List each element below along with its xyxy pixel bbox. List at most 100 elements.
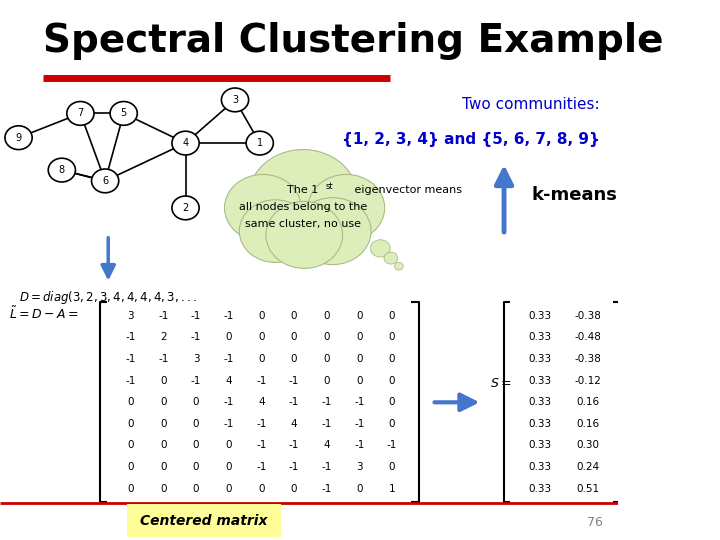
Text: -1: -1 <box>223 311 234 321</box>
Text: 0.16: 0.16 <box>577 397 600 407</box>
Text: 0.33: 0.33 <box>528 376 552 386</box>
Text: 3: 3 <box>193 354 199 364</box>
Text: -1: -1 <box>256 419 266 429</box>
Text: 0: 0 <box>323 376 330 386</box>
Text: 0: 0 <box>356 333 362 342</box>
Text: 0: 0 <box>127 419 134 429</box>
Text: 0: 0 <box>323 354 330 364</box>
Text: 0: 0 <box>160 441 166 450</box>
Circle shape <box>67 102 94 125</box>
Text: -1: -1 <box>354 419 364 429</box>
Circle shape <box>172 196 199 220</box>
Text: -1: -1 <box>321 419 332 429</box>
Text: 0: 0 <box>291 354 297 364</box>
Text: -1: -1 <box>289 441 299 450</box>
Circle shape <box>91 169 119 193</box>
Text: -1: -1 <box>125 333 136 342</box>
Text: 0.33: 0.33 <box>528 333 552 342</box>
Text: Spectral Clustering Example: Spectral Clustering Example <box>43 22 664 59</box>
Text: -1: -1 <box>158 311 168 321</box>
Text: 0: 0 <box>258 354 264 364</box>
Circle shape <box>239 200 311 262</box>
Circle shape <box>5 126 32 150</box>
Text: 3: 3 <box>356 462 363 472</box>
Text: 0.33: 0.33 <box>528 311 552 321</box>
Text: -1: -1 <box>321 397 332 407</box>
Text: all nodes belong to the: all nodes belong to the <box>239 202 367 212</box>
Circle shape <box>308 174 384 241</box>
FancyBboxPatch shape <box>127 504 282 537</box>
Text: 0.33: 0.33 <box>528 354 552 364</box>
Text: 0: 0 <box>389 376 395 386</box>
Text: 0: 0 <box>160 397 166 407</box>
Text: -1: -1 <box>223 354 234 364</box>
Text: -0.38: -0.38 <box>575 311 602 321</box>
Text: -1: -1 <box>125 376 136 386</box>
Circle shape <box>48 158 76 182</box>
Text: -1: -1 <box>158 354 168 364</box>
Text: 0: 0 <box>258 484 264 494</box>
Text: -1: -1 <box>191 333 201 342</box>
Text: 0: 0 <box>160 376 166 386</box>
Text: 5: 5 <box>120 109 127 118</box>
Text: same cluster, no use: same cluster, no use <box>245 219 361 229</box>
Text: 0: 0 <box>389 333 395 342</box>
Text: 0: 0 <box>291 484 297 494</box>
Text: -1: -1 <box>191 376 201 386</box>
Text: -1: -1 <box>256 441 266 450</box>
Text: 0.33: 0.33 <box>528 441 552 450</box>
Text: Centered matrix: Centered matrix <box>140 514 268 528</box>
Text: st: st <box>326 182 333 191</box>
Text: 0: 0 <box>323 333 330 342</box>
Text: 0: 0 <box>225 484 232 494</box>
Text: 0.24: 0.24 <box>577 462 600 472</box>
Text: 0: 0 <box>193 484 199 494</box>
Text: 0: 0 <box>323 311 330 321</box>
Text: -1: -1 <box>223 419 234 429</box>
Text: -1: -1 <box>354 441 364 450</box>
Circle shape <box>172 131 199 155</box>
Circle shape <box>266 201 343 268</box>
Text: 1: 1 <box>257 138 263 148</box>
Text: $D = diag(3, 2, 3, 4, 4, 4, 4, 3,...$: $D = diag(3, 2, 3, 4, 4, 4, 4, 3,...$ <box>19 289 197 306</box>
Text: 0: 0 <box>193 441 199 450</box>
Text: 0: 0 <box>225 462 232 472</box>
Text: 0: 0 <box>258 333 264 342</box>
Text: 0: 0 <box>356 376 362 386</box>
Text: -1: -1 <box>256 376 266 386</box>
Text: 0.33: 0.33 <box>528 397 552 407</box>
Text: Two communities:: Two communities: <box>462 97 600 112</box>
Text: -1: -1 <box>354 397 364 407</box>
Circle shape <box>222 88 248 112</box>
Text: 0: 0 <box>225 333 232 342</box>
Text: 0: 0 <box>389 397 395 407</box>
Text: 0: 0 <box>127 462 134 472</box>
Text: 0: 0 <box>389 354 395 364</box>
Text: 0: 0 <box>160 484 166 494</box>
Text: -1: -1 <box>289 462 299 472</box>
Text: 0: 0 <box>389 462 395 472</box>
Text: 2: 2 <box>160 333 167 342</box>
Text: 4: 4 <box>323 441 330 450</box>
Text: 8: 8 <box>59 165 65 175</box>
Text: -1: -1 <box>125 354 136 364</box>
Circle shape <box>294 198 371 265</box>
Text: {1, 2, 3, 4} and {5, 6, 7, 8, 9}: {1, 2, 3, 4} and {5, 6, 7, 8, 9} <box>342 132 600 147</box>
Text: 0: 0 <box>258 311 264 321</box>
Text: 0: 0 <box>160 462 166 472</box>
Text: -1: -1 <box>321 462 332 472</box>
Text: -0.12: -0.12 <box>575 376 602 386</box>
Text: $\tilde{L} = D - A =$: $\tilde{L} = D - A =$ <box>9 305 78 321</box>
Text: eigenvector means: eigenvector means <box>351 185 462 195</box>
Text: -1: -1 <box>223 397 234 407</box>
Text: 0.16: 0.16 <box>577 419 600 429</box>
Text: 4: 4 <box>258 397 265 407</box>
Text: 0: 0 <box>160 419 166 429</box>
Text: 0.33: 0.33 <box>528 419 552 429</box>
Circle shape <box>246 131 274 155</box>
Text: k-means: k-means <box>532 186 618 205</box>
Text: 1: 1 <box>389 484 395 494</box>
Text: 0.33: 0.33 <box>528 462 552 472</box>
Text: 6: 6 <box>102 176 108 186</box>
Text: 9: 9 <box>16 133 22 143</box>
